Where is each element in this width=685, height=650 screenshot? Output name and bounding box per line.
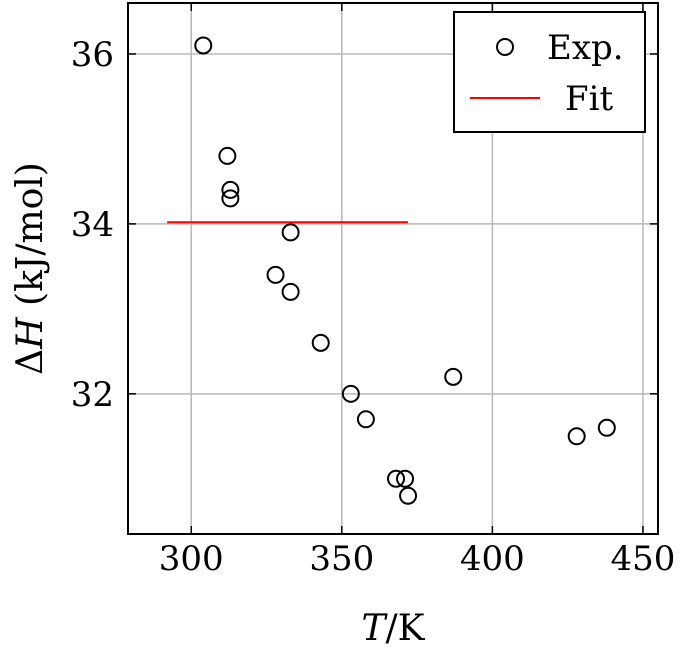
exp-data-point	[221, 180, 240, 199]
y-axis-unit: (kJ/mol)	[10, 162, 51, 317]
x-tick-label: 450	[610, 539, 675, 579]
legend-exp-label: Exp.	[547, 28, 624, 68]
y-axis-variable: H	[10, 317, 51, 350]
exp-data-point	[399, 486, 418, 505]
y-axis-delta: Δ	[10, 349, 51, 375]
y-axis-label: ΔH (kJ/mol)	[10, 162, 51, 375]
y-tick-label: 34	[71, 205, 114, 245]
legend: Exp. Fit	[453, 11, 646, 133]
x-axis-label: T/K	[361, 608, 425, 649]
exp-data-point	[221, 189, 240, 208]
exp-data-point	[281, 282, 300, 301]
y-tick-label: 36	[71, 35, 114, 75]
y-tick-label: 32	[71, 375, 114, 415]
tick-labels: 300 350 400 450 32 34 36	[71, 3, 675, 579]
x-tick-label: 300	[159, 539, 224, 579]
exp-data-point	[356, 410, 375, 429]
exp-data-point	[194, 36, 213, 55]
x-tick-label: 400	[460, 539, 525, 579]
exp-data-point	[311, 333, 330, 352]
x-axis-unit: /K	[385, 608, 425, 649]
exp-data-point	[444, 367, 463, 386]
exp-data-point	[218, 146, 237, 165]
exp-data-point	[597, 418, 616, 437]
legend-fit-label: Fit	[565, 79, 613, 119]
exp-data-point	[567, 427, 586, 446]
legend-exp-marker	[496, 38, 514, 56]
exp-series	[194, 36, 616, 505]
x-axis-variable: T	[361, 608, 388, 649]
exp-data-point	[266, 265, 285, 284]
exp-data-point	[387, 469, 406, 488]
exp-data-point	[396, 469, 415, 488]
exp-data-point	[341, 384, 360, 403]
legend-box	[453, 11, 646, 133]
x-tick-label: 350	[309, 539, 374, 579]
exp-data-point	[281, 223, 300, 242]
plot-frame	[127, 2, 659, 535]
